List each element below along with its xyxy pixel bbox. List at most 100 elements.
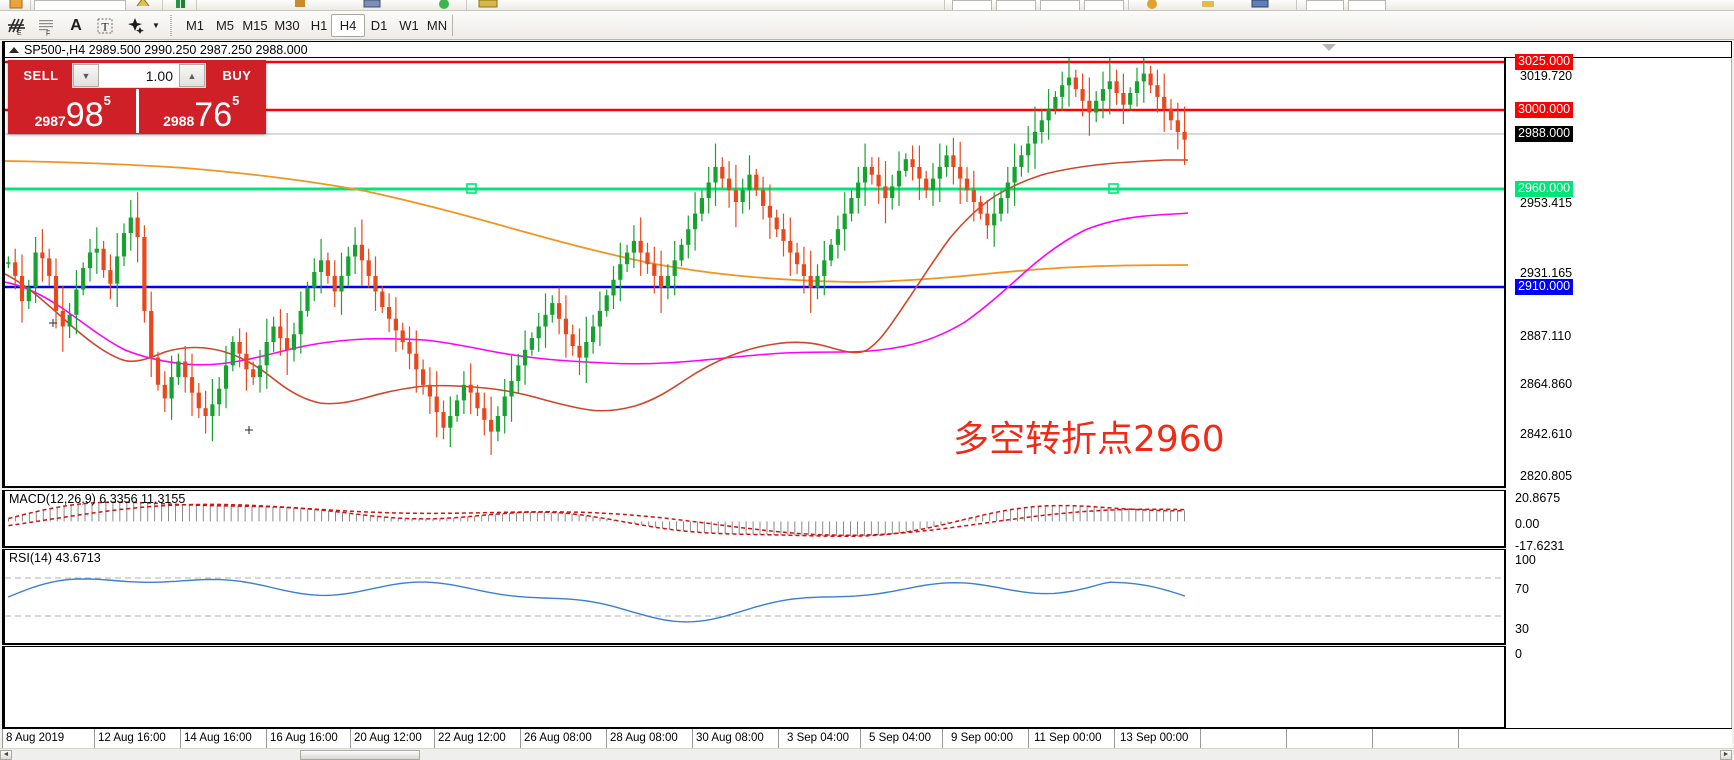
- sell-button-label[interactable]: SELL: [23, 68, 59, 83]
- chart-type-icon[interactable]: [476, 0, 500, 10]
- macd-tick: -17.6231: [1515, 539, 1565, 553]
- time-tick: 28 Aug 08:00: [610, 732, 678, 744]
- collapse-icon[interactable]: [9, 46, 19, 53]
- timeframe-m30[interactable]: M30: [274, 18, 300, 33]
- rsi-tick: 30: [1515, 622, 1529, 636]
- volume-decrease-icon[interactable]: ▼: [73, 64, 99, 87]
- toolbar-drawing[interactable]: E F A T ▼ M1: [0, 11, 1734, 40]
- price-level-label-3000[interactable]: 3000.000: [1515, 102, 1574, 118]
- volume-input[interactable]: 1.00: [145, 67, 173, 84]
- time-tick: 11 Sep 00:00: [1034, 732, 1102, 744]
- time-tick: 9 Sep 00:00: [951, 732, 1014, 744]
- macd-main-line: [8, 501, 1185, 538]
- grid-icon[interactable]: F: [34, 14, 60, 37]
- misc-field-1[interactable]: [1306, 0, 1344, 10]
- timeframe-w1[interactable]: W1: [399, 18, 419, 33]
- timeframe-m5[interactable]: M5: [215, 18, 235, 33]
- crosshair-icon[interactable]: E: [4, 14, 30, 37]
- macd-label: MACD(12,26,9) 6.3356 11.3155: [9, 492, 186, 506]
- mailbox-icon[interactable]: [1196, 0, 1220, 10]
- price-axis[interactable]: 3019.720 2975.220 2953.415 2931.165 2887…: [1506, 54, 1732, 728]
- ma-fast-line: [5, 160, 1189, 283]
- buy-price-fraction: 5: [232, 93, 240, 108]
- price-level-label-2988[interactable]: 2988.000: [1515, 126, 1574, 142]
- extra-pane[interactable]: [2, 646, 1506, 728]
- refresh-icon[interactable]: [432, 0, 456, 10]
- time-axis[interactable]: 8 Aug 2019 12 Aug 16:00 14 Aug 16:00 16 …: [2, 728, 1732, 748]
- rsi-pane[interactable]: RSI(14) 43.6713: [2, 549, 1506, 645]
- svg-text:T: T: [101, 19, 109, 33]
- chart-symbol-bar[interactable]: SP500-,H4 2989.500 2990.250 2987.250 298…: [2, 41, 1732, 58]
- sell-price-button[interactable]: 2987 98 5: [10, 89, 136, 133]
- toolbar-divider: [452, 15, 453, 36]
- rsi-tick: 70: [1515, 582, 1529, 596]
- time-tick: 8 Aug 2019: [6, 732, 65, 744]
- zoom-field[interactable]: [952, 0, 992, 10]
- time-tick: 16 Aug 16:00: [270, 732, 338, 744]
- alerts-icon[interactable]: [1140, 0, 1164, 10]
- toolbar-divider: [944, 0, 945, 10]
- text-label-icon[interactable]: T: [92, 14, 118, 37]
- toolbar-divider: [1128, 0, 1129, 10]
- time-tick: 20 Aug 12:00: [354, 732, 422, 744]
- price-level-label-2910[interactable]: 2910.000: [1515, 279, 1574, 295]
- timeframe-h1[interactable]: H1: [310, 18, 328, 33]
- sell-price-fraction: 5: [103, 93, 111, 108]
- new-chart-icon[interactable]: [168, 0, 192, 10]
- scroll-left-arrow-icon[interactable]: ◄: [0, 750, 12, 760]
- price-level-label-2960[interactable]: 2960.000: [1515, 181, 1574, 197]
- buy-price-button[interactable]: 2988 76 5: [135, 89, 265, 133]
- price-chart-svg: [5, 58, 1504, 455]
- timeframe-m15[interactable]: M15: [242, 18, 268, 33]
- templates-icon[interactable]: [360, 0, 384, 10]
- sell-price-integer: 2987: [34, 113, 66, 129]
- indicators-icon[interactable]: [288, 0, 312, 10]
- macd-tick: 20.8675: [1515, 491, 1561, 505]
- horizontal-scrollbar[interactable]: ◄ ►: [0, 748, 1734, 760]
- toolbar-secondary[interactable]: [0, 0, 1734, 11]
- buy-button-label[interactable]: BUY: [222, 68, 252, 83]
- macd-pane[interactable]: MACD(12,26,9) 6.3356 11.3155: [2, 490, 1506, 548]
- timeframe-d1[interactable]: D1: [370, 18, 388, 33]
- time-tick: 12 Aug 16:00: [98, 732, 166, 744]
- time-tick: 30 Aug 08:00: [696, 732, 764, 744]
- buy-price-integer: 2988: [163, 113, 195, 129]
- rsi-chart-svg: [5, 577, 1504, 623]
- macd-signal-line: [8, 503, 1185, 537]
- candlestick-series: [6, 58, 1187, 455]
- rsi-tick: 100: [1515, 553, 1536, 567]
- toolbar-divider: [466, 0, 467, 10]
- price-tick: 3019.720: [1520, 69, 1573, 83]
- one-click-trading-panel[interactable]: SELL ▼ 1.00 ▲ BUY 2987 98 5 2988 76 5: [8, 60, 266, 134]
- time-tick: 14 Aug 16:00: [184, 732, 252, 744]
- timeframe-m1[interactable]: M1: [185, 18, 205, 33]
- autoscroll-field[interactable]: [1084, 0, 1124, 10]
- new-order-icon[interactable]: [4, 0, 28, 10]
- timeframe-h4[interactable]: H4: [331, 14, 365, 37]
- chart-menu-chevron-down-icon[interactable]: [1322, 44, 1336, 51]
- scale-field[interactable]: [1040, 0, 1080, 10]
- toolbar-divider: [1296, 0, 1297, 10]
- volume-stepper[interactable]: ▼ 1.00 ▲: [72, 63, 206, 88]
- scrollbar-thumb[interactable]: [300, 750, 420, 760]
- toolbar-divider: [170, 15, 172, 36]
- sell-price-main: 98: [65, 96, 104, 134]
- misc-field-2[interactable]: [1348, 0, 1386, 10]
- rsi-value-line: [7, 578, 1186, 623]
- time-tick: 5 Sep 04:00: [869, 732, 932, 744]
- price-level-label-3025[interactable]: 3025.000: [1515, 54, 1574, 70]
- shift-field[interactable]: [996, 0, 1036, 10]
- volume-increase-icon[interactable]: ▲: [179, 64, 205, 87]
- market-watch-icon[interactable]: [1248, 0, 1272, 10]
- text-tool-icon[interactable]: A: [70, 16, 82, 34]
- autotrading-icon[interactable]: [132, 0, 156, 10]
- price-tick: 2864.860: [1520, 377, 1573, 391]
- scroll-right-arrow-icon[interactable]: ►: [1720, 750, 1732, 760]
- objects-dropdown-icon[interactable]: ▼: [152, 21, 160, 30]
- svg-text:F: F: [46, 30, 50, 36]
- price-tick: 2931.165: [1520, 266, 1573, 280]
- symbol-combo[interactable]: [34, 0, 126, 10]
- objects-icon[interactable]: [124, 14, 148, 37]
- timeframe-mn[interactable]: MN: [426, 18, 448, 33]
